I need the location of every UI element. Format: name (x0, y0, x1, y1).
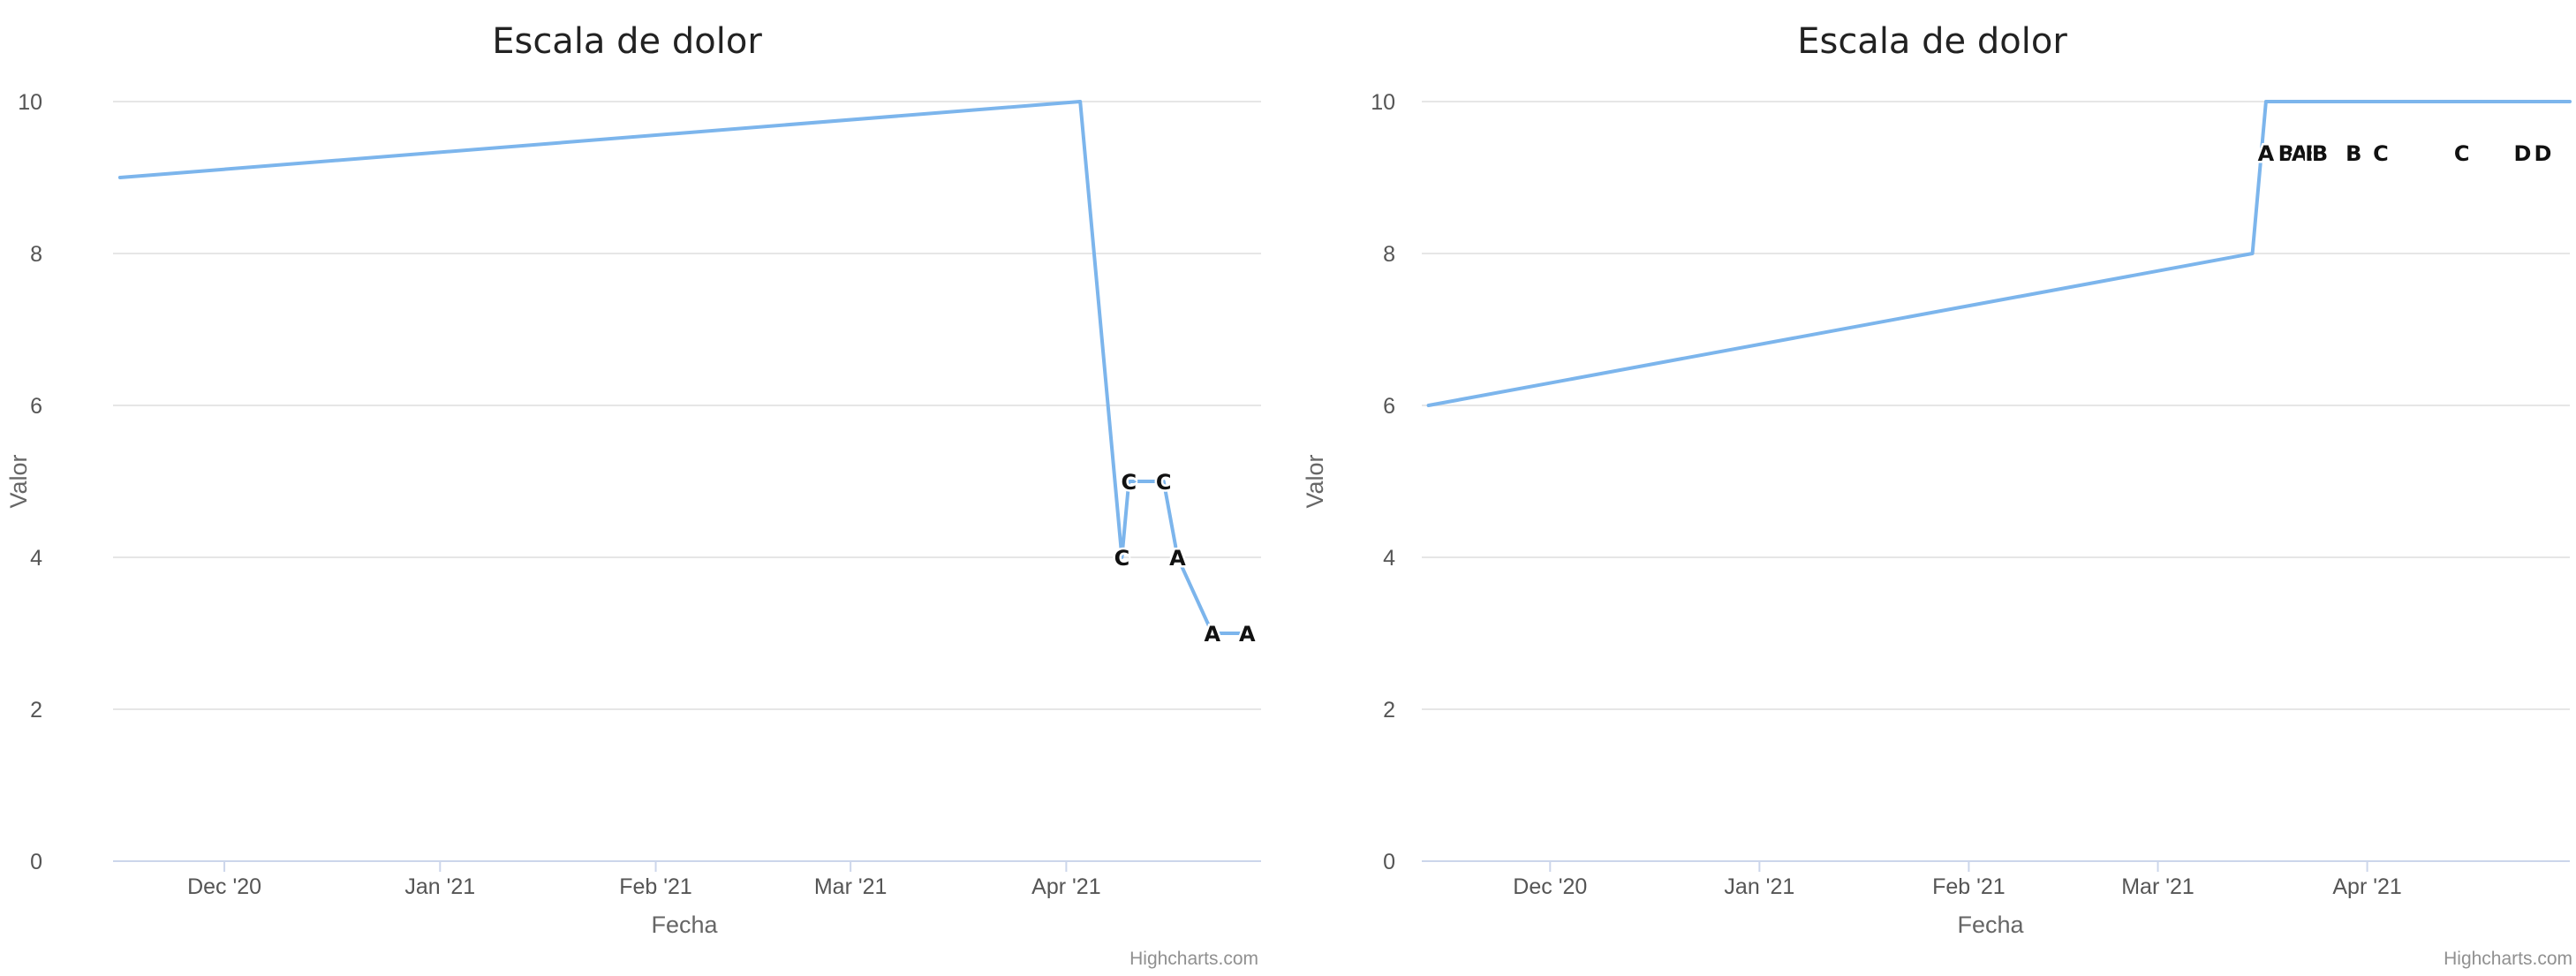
chart-left: Escala de dolor 0 2 4 6 8 10 Dec '20 Jan '21 Feb … (5, 21, 1261, 969)
x-axis-title: Fecha (651, 912, 718, 938)
x-tick-label: Feb '21 (619, 874, 692, 899)
y-tick-label: 2 (30, 698, 42, 723)
x-axis-title: Fecha (1957, 912, 2024, 938)
y-tick-label: 2 (1383, 698, 1395, 723)
series-line (1426, 100, 2572, 407)
y-tick-label: 6 (30, 394, 42, 419)
data-label: C (1156, 470, 1172, 495)
x-tick-label: Feb '21 (1932, 874, 2006, 899)
y-axis-title: Valor (1302, 454, 1328, 508)
y-tick-label: 4 (30, 546, 42, 571)
highcharts-credit[interactable]: Highcharts.com (1129, 949, 1258, 969)
y-tick-label: 0 (30, 850, 42, 874)
y-tick-label: 10 (1371, 90, 1395, 115)
y-axis-title: Valor (5, 454, 32, 508)
data-label: C (1121, 470, 1137, 495)
data-label: D (2514, 141, 2532, 166)
data-label: B (2278, 141, 2294, 166)
data-label: D (2534, 141, 2551, 166)
y-tick-label: 8 (1383, 242, 1395, 267)
y-tick-label: 0 (1383, 850, 1395, 874)
y-tick-label: 6 (1383, 394, 1395, 419)
data-label: B (2346, 141, 2361, 166)
highcharts-credit[interactable]: Highcharts.com (2444, 949, 2572, 969)
data-label: A (2258, 141, 2275, 166)
x-tick-label: Apr '21 (1031, 874, 1100, 899)
x-tick-label: Dec '20 (1513, 874, 1587, 899)
data-label: A (1239, 622, 1256, 647)
y-tick-label: 8 (30, 242, 42, 267)
data-label: A (1205, 622, 1221, 647)
x-tick-label: Mar '21 (2121, 874, 2195, 899)
data-label: B (2305, 141, 2321, 166)
x-tick-label: Apr '21 (2332, 874, 2401, 899)
data-label: C (2454, 141, 2470, 166)
data-label: C (2373, 141, 2389, 166)
chart-title: Escala de dolor (1797, 21, 2067, 62)
y-tick-label: 10 (18, 90, 42, 115)
x-tick-label: Mar '21 (814, 874, 888, 899)
x-tick-label: Dec '20 (187, 874, 261, 899)
data-label: A (2292, 141, 2308, 166)
chart-right: Escala de dolor 0 2 4 6 8 10 Dec '20 Jan '21 Feb … (1302, 21, 2572, 969)
x-tick-label: Jan '21 (1724, 874, 1794, 899)
series-line (117, 100, 1250, 635)
data-label: B (2312, 141, 2328, 166)
data-label: C (1114, 546, 1130, 571)
data-label: A (1169, 546, 1186, 571)
y-tick-label: 4 (1383, 546, 1395, 571)
x-tick-label: Jan '21 (404, 874, 475, 899)
chart-title: Escala de dolor (492, 21, 762, 62)
